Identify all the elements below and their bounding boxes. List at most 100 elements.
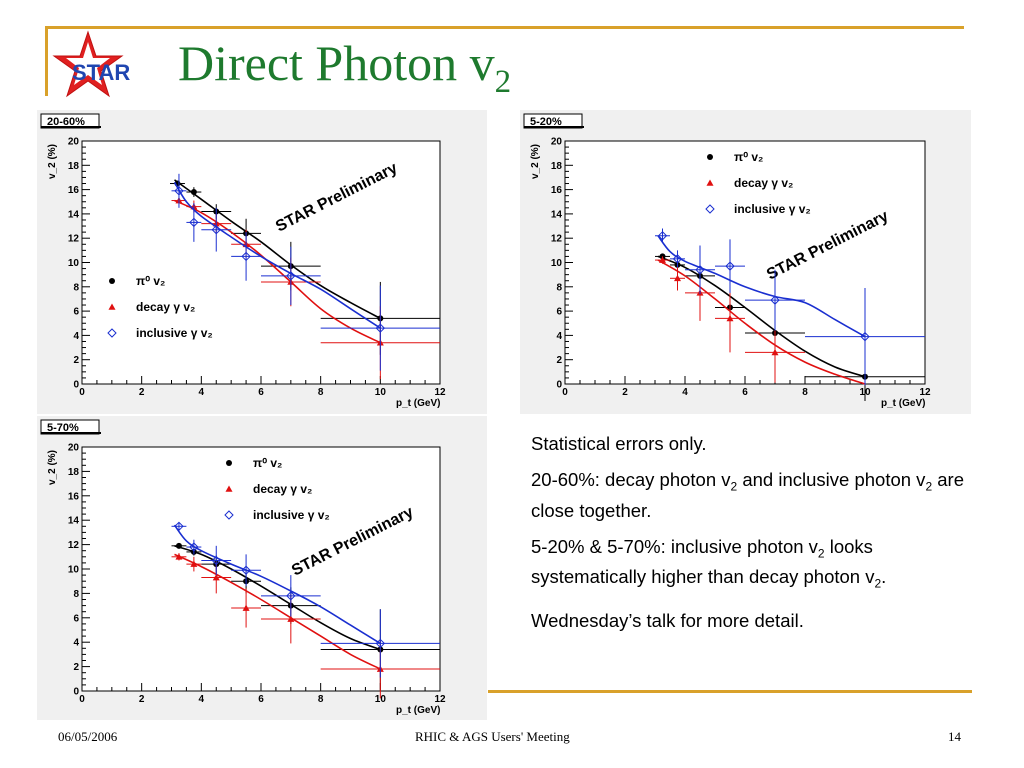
data-point xyxy=(190,189,197,196)
legend-label: π⁰ v₂ xyxy=(136,274,165,288)
fit-curve xyxy=(174,199,381,344)
note-4: Wednesday’s talk for more detail. xyxy=(531,609,991,632)
fit-curve xyxy=(657,259,866,385)
data-point xyxy=(211,555,221,566)
y-tick-label: 14 xyxy=(551,209,563,220)
y-tick-label: 10 xyxy=(68,565,80,576)
x-tick-label: 6 xyxy=(258,694,264,705)
data-point xyxy=(725,261,735,271)
data-point xyxy=(672,254,683,264)
note-3-seg-0: 5-20% & 5-70%: inclusive photon v xyxy=(531,535,818,557)
data-point xyxy=(175,542,182,549)
y-tick-label: 14 xyxy=(68,209,80,220)
data-point xyxy=(286,271,296,281)
note-1-seg-0: Statistical errors only. xyxy=(531,433,707,454)
fit-curve xyxy=(174,179,381,320)
note-2-seg-1: 2 xyxy=(730,479,738,494)
panel-label: 5-70% xyxy=(47,422,79,434)
data-point xyxy=(287,615,295,622)
data-point xyxy=(241,565,251,575)
y-tick-label: 8 xyxy=(556,282,562,293)
y-tick-label: 2 xyxy=(73,355,79,366)
data-point xyxy=(175,553,183,560)
y-tick-label: 18 xyxy=(68,161,80,172)
y-tick-label: 6 xyxy=(556,307,562,318)
y-tick-label: 2 xyxy=(73,662,79,673)
note-1: Statistical errors only. xyxy=(531,432,991,455)
y-axis-label: v_2 (%) xyxy=(47,450,58,485)
panel-label: 5-20% xyxy=(530,116,562,128)
data-point xyxy=(770,295,780,305)
legend-marker xyxy=(107,328,117,338)
y-tick-label: 4 xyxy=(73,638,79,649)
panel-label-box: 20-60% xyxy=(40,113,101,129)
legend-label: decay γ v₂ xyxy=(734,176,793,190)
x-tick-label: 4 xyxy=(682,387,688,398)
series-open-diamond xyxy=(171,521,440,678)
data-point xyxy=(695,265,705,275)
legend-marker xyxy=(108,303,116,310)
panel-label-shadow xyxy=(41,126,101,128)
data-point xyxy=(174,521,184,532)
y-tick-label: 0 xyxy=(556,380,562,391)
x-tick-label: 10 xyxy=(375,694,387,705)
data-point xyxy=(726,314,734,322)
note-2-seg-0: 20-60%: decay photon v xyxy=(531,469,731,490)
data-point xyxy=(174,186,184,196)
series-triangle xyxy=(171,553,440,699)
x-tick-label: 12 xyxy=(919,387,931,398)
note-2-seg-4: are close together. xyxy=(531,469,965,521)
x-tick-label: 12 xyxy=(434,387,446,398)
y-tick-label: 6 xyxy=(73,613,79,624)
y-tick-label: 20 xyxy=(551,137,563,148)
legend-marker xyxy=(225,485,233,492)
x-tick-label: 4 xyxy=(199,387,205,398)
left-rule xyxy=(45,26,48,96)
x-axis-label: p_t (GeV) xyxy=(396,705,440,716)
y-axis-label: v_2 (%) xyxy=(47,144,58,179)
note-3-seg-3: 2 xyxy=(874,577,882,592)
x-tick-label: 2 xyxy=(622,387,628,398)
fit-curve xyxy=(173,524,381,645)
legend-label: π⁰ v₂ xyxy=(734,150,763,164)
x-tick-label: 6 xyxy=(258,387,264,398)
note-3-seg-1: 2 xyxy=(817,546,825,561)
y-axis-label: v_2 (%) xyxy=(530,144,541,179)
y-tick-label: 0 xyxy=(73,380,79,391)
y-tick-label: 12 xyxy=(551,234,563,245)
note-3-seg-4: . xyxy=(881,566,887,588)
panel-label: 20-60% xyxy=(47,116,85,128)
data-point xyxy=(241,251,251,262)
fit-curve xyxy=(657,235,866,338)
legend-marker xyxy=(706,179,714,186)
data-point xyxy=(242,604,250,611)
fit-curve xyxy=(174,545,381,651)
x-tick-label: 2 xyxy=(139,694,145,705)
logo-text: STAR xyxy=(72,60,130,85)
data-point xyxy=(860,331,870,342)
data-point xyxy=(657,231,668,241)
data-point xyxy=(375,323,386,333)
legend-label: decay γ v₂ xyxy=(136,300,195,314)
x-tick-label: 2 xyxy=(139,387,145,398)
note-2-seg-3: 2 xyxy=(925,479,933,494)
data-point xyxy=(375,638,386,649)
legend-label: inclusive γ v₂ xyxy=(253,508,330,522)
x-tick-label: 0 xyxy=(79,387,85,398)
x-tick-label: 8 xyxy=(318,694,324,705)
data-point xyxy=(659,253,666,260)
top-rule xyxy=(45,26,964,29)
title-main: Direct Photon v xyxy=(178,35,495,91)
data-point xyxy=(189,542,199,552)
y-tick-label: 10 xyxy=(551,258,563,269)
plot-panel-5-20: 5-20% 0 2 4 6 8 10 12 0 2 4 6 8 10 12 14 16 18 20 p_t (GeV)… xyxy=(520,110,971,414)
note-2-seg-2: and inclusive photon v xyxy=(737,469,926,490)
y-tick-label: 4 xyxy=(73,331,79,342)
page-title: Direct Photon v2 xyxy=(178,38,511,99)
fit-curve xyxy=(174,553,381,670)
data-point xyxy=(189,217,199,228)
fit-curve xyxy=(657,255,866,378)
y-tick-label: 8 xyxy=(73,589,79,600)
panel-label-shadow xyxy=(524,126,584,128)
